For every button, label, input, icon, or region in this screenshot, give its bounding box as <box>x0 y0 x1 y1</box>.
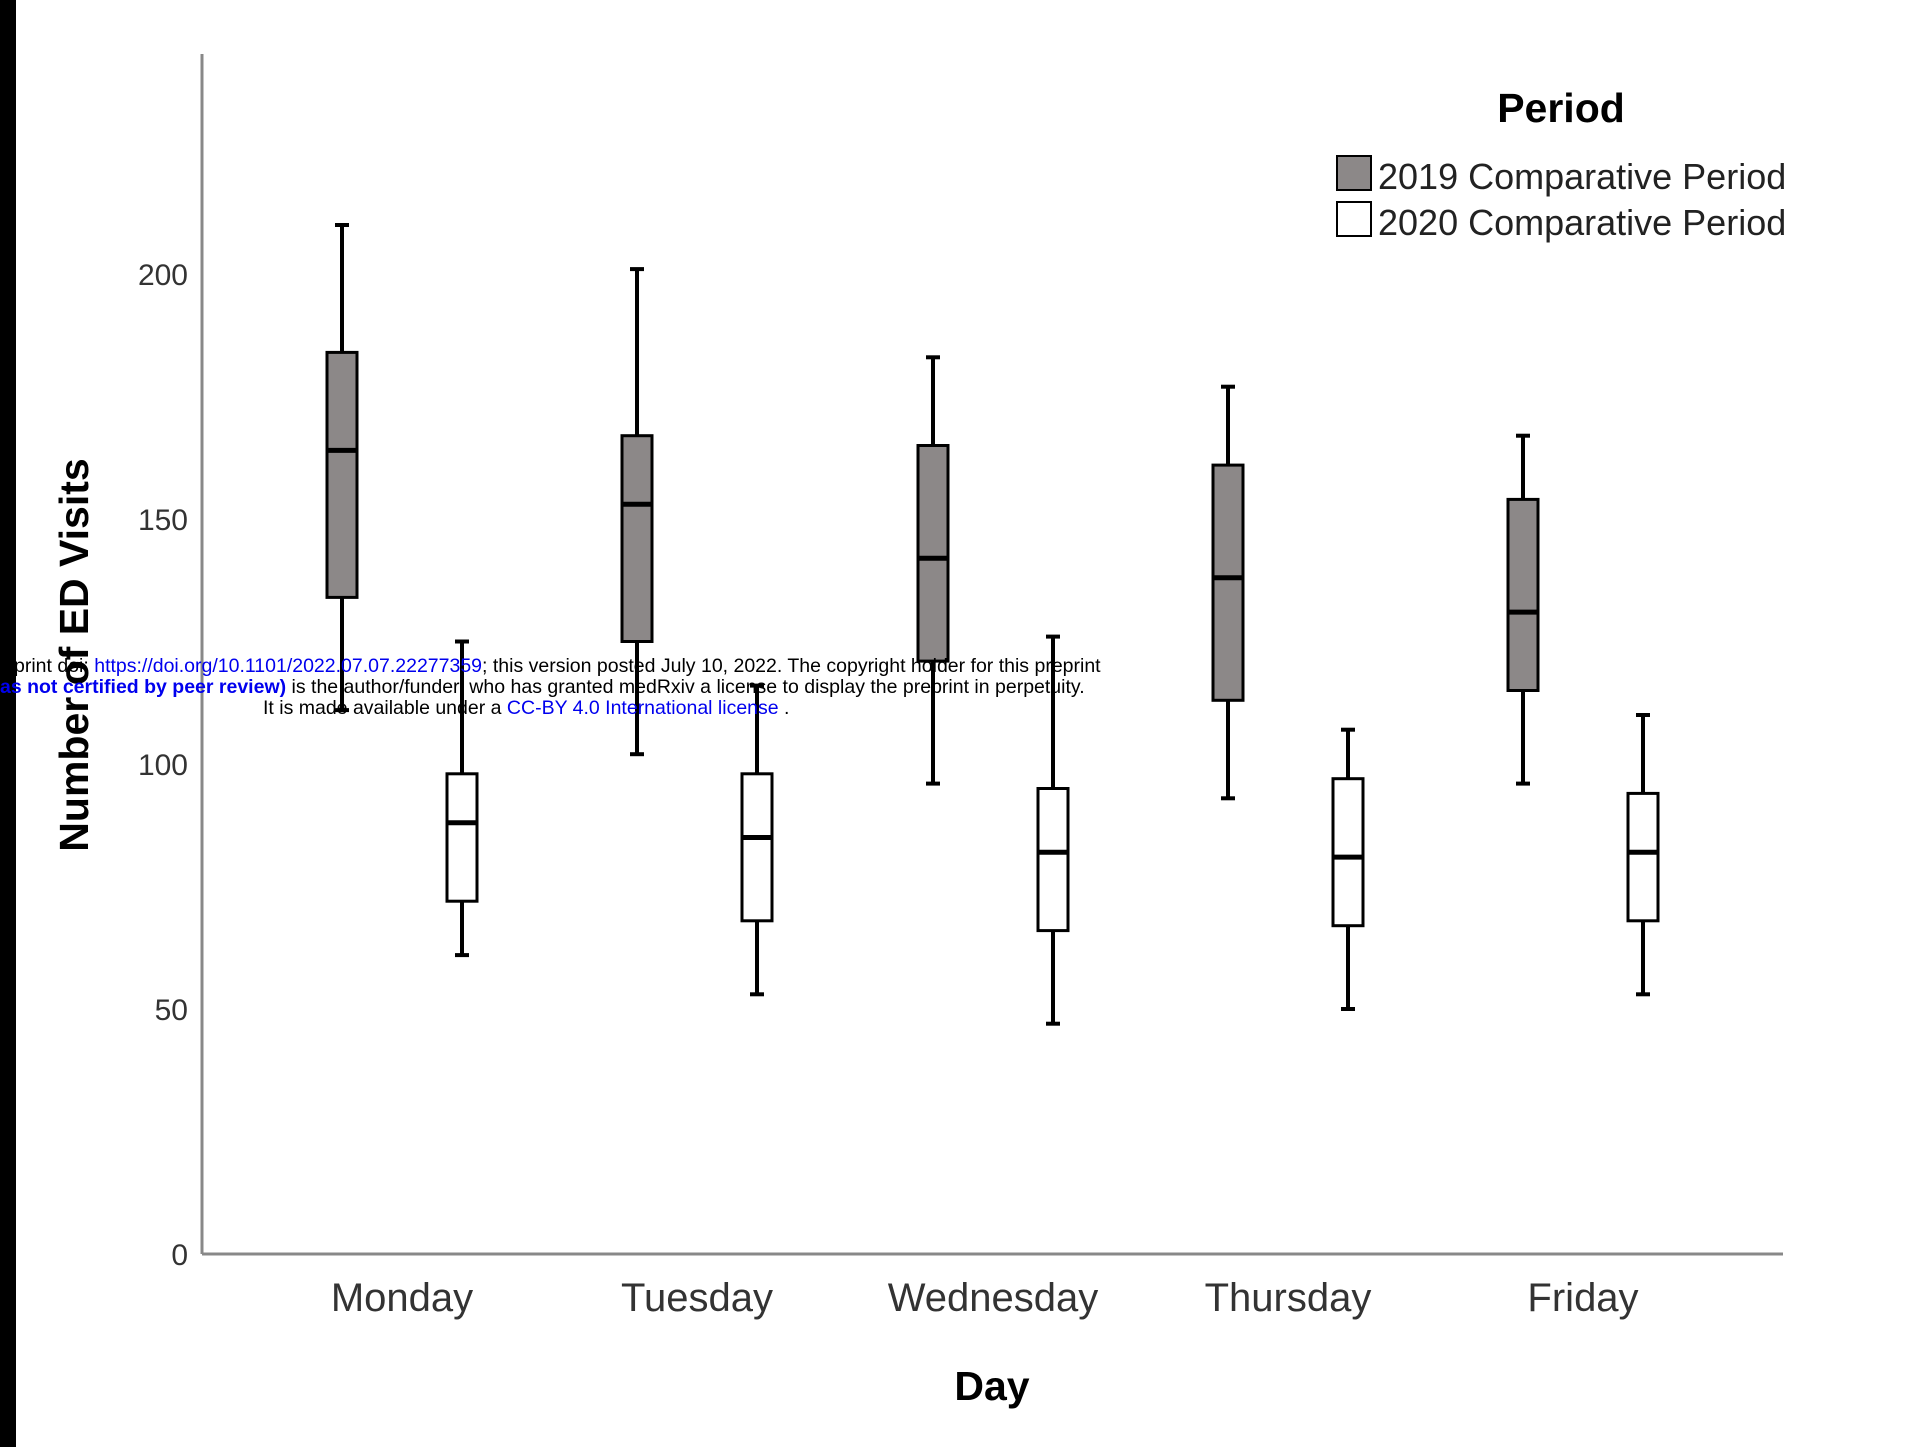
box-series <box>325 223 1660 1026</box>
box-2020 <box>1036 634 1070 1026</box>
page-edge-bar <box>0 0 16 1447</box>
box-2020 <box>1626 713 1660 997</box>
iqr-box <box>445 772 479 903</box>
x-tick-label: Tuesday <box>621 1276 773 1320</box>
license-link[interactable]: CC-BY 4.0 International license <box>506 697 779 719</box>
doi-link[interactable]: https://doi.org/10.1101/2022.07.07.22277… <box>94 655 483 677</box>
iqr-box <box>916 444 950 663</box>
box-2020 <box>740 683 774 997</box>
watermark-line-1: print doi: https://doi.org/10.1101/2022.… <box>14 656 1101 677</box>
y-tick-label: 200 <box>138 259 188 292</box>
box-2019 <box>1211 384 1245 801</box>
iqr-box <box>1211 463 1245 702</box>
box-2019 <box>620 267 654 757</box>
legend: Period 2019 Comparative Period 2020 Comp… <box>1336 85 1786 243</box>
x-tick-label: Monday <box>331 1276 473 1320</box>
iqr-box <box>1506 497 1540 692</box>
watermark-line2-bold: as not certified by peer review) <box>0 676 287 698</box>
iqr-box <box>620 434 654 644</box>
x-tick-labels: Monday Tuesday Wednesday Thursday Friday <box>331 1276 1639 1320</box>
legend-label-2020: 2020 Comparative Period <box>1378 202 1786 243</box>
axes <box>200 54 1783 1256</box>
box-2019 <box>1506 433 1540 786</box>
x-tick-label: Wednesday <box>888 1276 1099 1320</box>
box-2020 <box>445 639 479 958</box>
iqr-box <box>740 772 774 923</box>
iqr-box <box>325 350 359 599</box>
y-axis-label: Number of ED Visits <box>51 458 97 851</box>
watermark-line3-suffix: . <box>778 697 790 719</box>
legend-swatch-2019 <box>1336 155 1372 191</box>
y-tick-label: 100 <box>138 749 188 782</box>
x-tick-label: Thursday <box>1205 1276 1372 1320</box>
legend-title: Period <box>1497 85 1625 131</box>
watermark-line1-suffix: ; this version posted July 10, 2022. The… <box>482 655 1101 677</box>
y-tick-label: 50 <box>155 994 188 1027</box>
watermark-line-3: It is made available under a CC-BY 4.0 I… <box>263 698 789 719</box>
legend-swatch-2020 <box>1336 201 1372 237</box>
y-tick-label: 0 <box>171 1239 188 1272</box>
watermark-line2-suffix: is the author/funder, who has granted me… <box>286 676 1085 698</box>
iqr-box <box>1331 777 1365 928</box>
y-tick-labels: 0 50 100 150 200 <box>138 259 188 1272</box>
x-axis-label: Day <box>954 1363 1029 1409</box>
iqr-box <box>1036 787 1070 933</box>
iqr-box <box>1626 791 1660 923</box>
watermark-line1-prefix: print doi: <box>14 655 95 677</box>
watermark-line3-prefix: It is made available under a <box>263 697 507 719</box>
box-2019 <box>916 355 950 786</box>
preprint-watermark: print doi: https://doi.org/10.1101/2022.… <box>0 656 1240 722</box>
box-2020 <box>1331 727 1365 1011</box>
box-2019 <box>325 223 359 713</box>
y-tick-label: 150 <box>138 504 188 537</box>
watermark-line-2: as not certified by peer review) is the … <box>0 677 1085 698</box>
x-tick-label: Friday <box>1527 1276 1638 1320</box>
legend-label-2019: 2019 Comparative Period <box>1378 156 1786 197</box>
